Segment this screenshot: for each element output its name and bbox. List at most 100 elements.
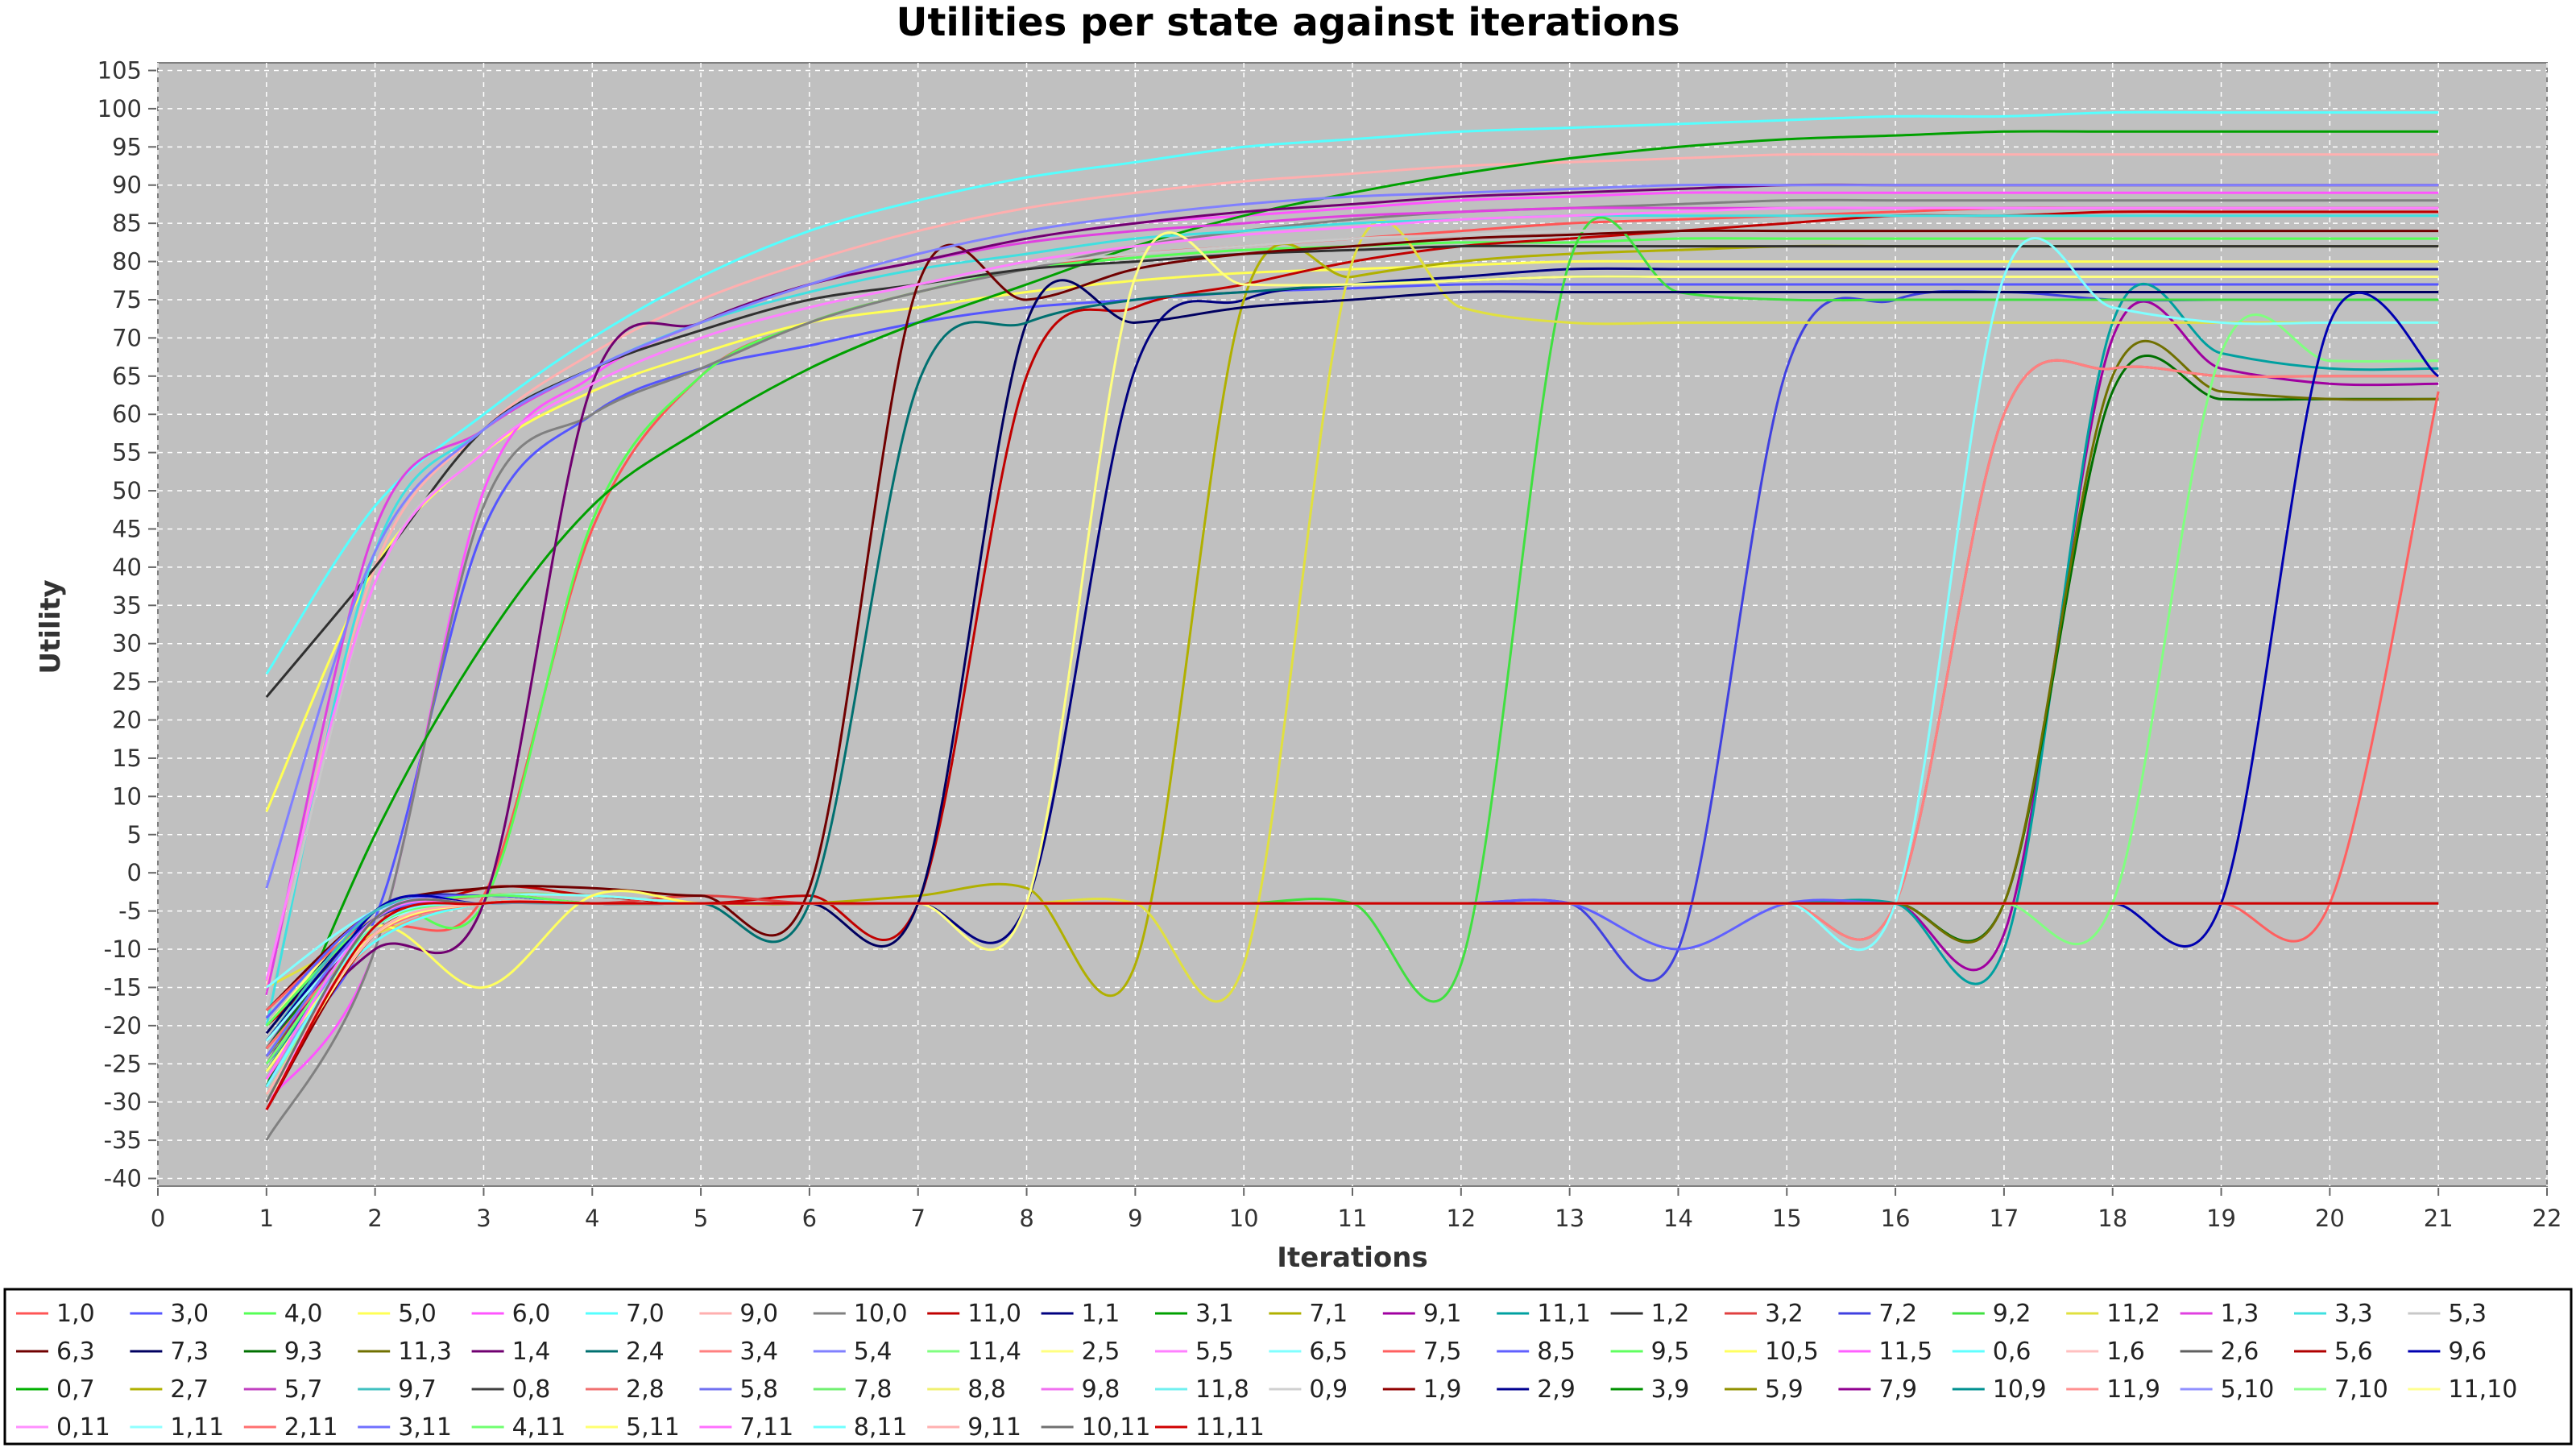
y-tick-label: 80 bbox=[112, 248, 142, 276]
legend-label: 2,6 bbox=[2221, 1338, 2259, 1366]
legend-label: 0,9 bbox=[1309, 1375, 1348, 1404]
y-tick-label: -15 bbox=[104, 973, 142, 1001]
x-tick-label: 18 bbox=[2098, 1205, 2127, 1232]
x-tick-label: 14 bbox=[1663, 1205, 1693, 1232]
legend-label: 1,1 bbox=[1082, 1300, 1120, 1328]
legend-label: 1,0 bbox=[56, 1300, 95, 1328]
x-tick-label: 20 bbox=[2315, 1205, 2345, 1232]
y-tick-label: 10 bbox=[112, 782, 142, 810]
chart-title: Utilities per state against iterations bbox=[896, 0, 1679, 45]
legend-label: 3,4 bbox=[739, 1338, 778, 1366]
x-tick-label: 22 bbox=[2533, 1205, 2562, 1232]
y-tick-label: -35 bbox=[104, 1126, 142, 1154]
y-tick-label: -20 bbox=[104, 1012, 142, 1039]
legend-label: 7,5 bbox=[1423, 1338, 1462, 1366]
legend-label: 1,4 bbox=[512, 1338, 551, 1366]
x-tick-label: 5 bbox=[694, 1205, 708, 1232]
legend-label: 7,11 bbox=[739, 1413, 793, 1442]
legend-label: 7,3 bbox=[170, 1338, 209, 1366]
x-tick-label: 10 bbox=[1229, 1205, 1259, 1232]
legend-label: 2,11 bbox=[284, 1413, 338, 1442]
y-tick-label: 0 bbox=[127, 859, 142, 886]
y-tick-label: -10 bbox=[104, 936, 142, 963]
legend-label: 10,11 bbox=[1082, 1413, 1151, 1442]
legend-label: 10,0 bbox=[854, 1300, 908, 1328]
legend-label: 1,9 bbox=[1423, 1375, 1462, 1404]
series-line-9-0 bbox=[265, 152, 2439, 988]
x-tick-label: 8 bbox=[1019, 1205, 1033, 1232]
legend-label: 2,5 bbox=[1082, 1338, 1120, 1366]
y-tick-label: 60 bbox=[112, 400, 142, 428]
legend-label: 2,9 bbox=[1537, 1375, 1576, 1404]
legend-label: 11,3 bbox=[398, 1338, 452, 1366]
legend-label: 11,11 bbox=[1195, 1413, 1265, 1442]
series-line-3-1 bbox=[265, 130, 2439, 1088]
legend-label: 8,5 bbox=[1537, 1338, 1576, 1366]
legend-label: 1,2 bbox=[1651, 1300, 1690, 1328]
series-line-6-3 bbox=[265, 229, 2439, 1012]
y-tick-label: 70 bbox=[112, 324, 142, 351]
x-tick-label: 0 bbox=[151, 1205, 165, 1232]
legend-label: 10,9 bbox=[1993, 1375, 2047, 1404]
legend-label: 11,8 bbox=[1195, 1375, 1249, 1404]
x-tick-label: 4 bbox=[585, 1205, 599, 1232]
y-tick-label: 40 bbox=[112, 554, 142, 581]
legend-label: 2,7 bbox=[170, 1375, 209, 1404]
y-tick-label: -25 bbox=[104, 1050, 142, 1077]
legend-label: 9,0 bbox=[739, 1300, 778, 1328]
legend-label: 6,5 bbox=[1309, 1338, 1348, 1366]
legend-label: 3,2 bbox=[1765, 1300, 1804, 1328]
x-tick-label: 19 bbox=[2206, 1205, 2236, 1232]
legend-label: 6,3 bbox=[56, 1338, 95, 1366]
legend-label: 1,6 bbox=[2106, 1338, 2145, 1366]
x-tick-label: 15 bbox=[1772, 1205, 1802, 1232]
legend-label: 7,0 bbox=[626, 1300, 665, 1328]
series-line-7-0 bbox=[265, 110, 2439, 675]
legend-label: 0,7 bbox=[56, 1375, 95, 1404]
y-tick-label: 95 bbox=[112, 133, 142, 160]
y-tick-label: 25 bbox=[112, 668, 142, 695]
x-tick-label: 2 bbox=[367, 1205, 382, 1232]
axes: 0 1 2 3 4 5 6 7 8 9 10 11 12 13 14 15 16 17 18 19 20 21 221051… bbox=[97, 56, 2562, 1232]
series-line-5-5 bbox=[265, 206, 2439, 981]
legend-label: 9,7 bbox=[398, 1375, 437, 1404]
legend-label: 1,3 bbox=[2221, 1300, 2259, 1328]
legend-label: 5,3 bbox=[2448, 1300, 2487, 1328]
legend-label: 7,10 bbox=[2334, 1375, 2388, 1404]
legend-label: 0,8 bbox=[512, 1375, 551, 1404]
legend-label: 9,6 bbox=[2448, 1338, 2487, 1366]
y-tick-label: 30 bbox=[112, 630, 142, 658]
legend-label: 4,0 bbox=[284, 1300, 323, 1328]
legend-label: 5,10 bbox=[2221, 1375, 2275, 1404]
legend: 1,0 3,0 4,0 5,0 6,0 7,0 9,0 10,0 11,0 1,1 3,1 7,1 9,… bbox=[16, 1300, 2517, 1442]
legend-label: 7,2 bbox=[1878, 1300, 1917, 1328]
legend-label: 5,8 bbox=[739, 1375, 778, 1404]
y-tick-label: 85 bbox=[112, 210, 142, 237]
y-tick-label: -40 bbox=[104, 1165, 142, 1193]
legend-label: 3,3 bbox=[2334, 1300, 2373, 1328]
legend-box bbox=[3, 1288, 2573, 1446]
legend-label: 10,5 bbox=[1765, 1338, 1819, 1366]
y-tick-label: 35 bbox=[112, 591, 142, 619]
legend-label: 2,8 bbox=[626, 1375, 665, 1404]
legend-label: 9,3 bbox=[284, 1338, 323, 1366]
legend-label: 9,8 bbox=[1082, 1375, 1120, 1404]
legend-label: 7,1 bbox=[1309, 1300, 1348, 1328]
legend-label: 9,5 bbox=[1651, 1338, 1690, 1366]
x-tick-label: 9 bbox=[1128, 1205, 1142, 1232]
legend-label: 5,7 bbox=[284, 1375, 323, 1404]
legend-label: 1,11 bbox=[170, 1413, 224, 1442]
legend-label: 5,0 bbox=[398, 1300, 437, 1328]
legend-label: 11,4 bbox=[967, 1338, 1021, 1366]
legend-label: 5,6 bbox=[2334, 1338, 2373, 1366]
legend-label: 2,4 bbox=[626, 1338, 665, 1366]
y-tick-label: 55 bbox=[112, 439, 142, 467]
x-tick-label: 6 bbox=[802, 1205, 817, 1232]
y-tick-label: 20 bbox=[112, 707, 142, 734]
y-tick-label: 15 bbox=[112, 745, 142, 772]
legend-label: 9,11 bbox=[967, 1413, 1021, 1442]
legend-label: 9,1 bbox=[1423, 1300, 1462, 1328]
y-tick-label: 105 bbox=[97, 56, 142, 84]
y-tick-label: 75 bbox=[112, 286, 142, 313]
legend-label: 11,0 bbox=[967, 1300, 1021, 1328]
